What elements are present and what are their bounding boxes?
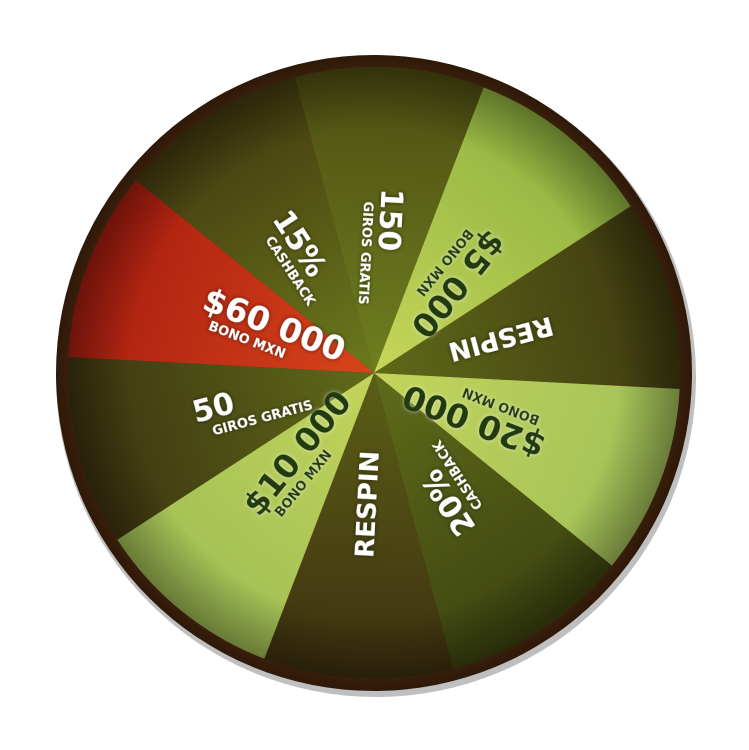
segment-label-sub: GIROS GRATIS: [355, 201, 375, 305]
segment-label-main: 150: [370, 188, 408, 252]
wheel-inner-shade: [68, 67, 680, 679]
segment-label: RESPIN: [350, 450, 386, 558]
segment-label-main: RESPIN: [350, 450, 386, 558]
